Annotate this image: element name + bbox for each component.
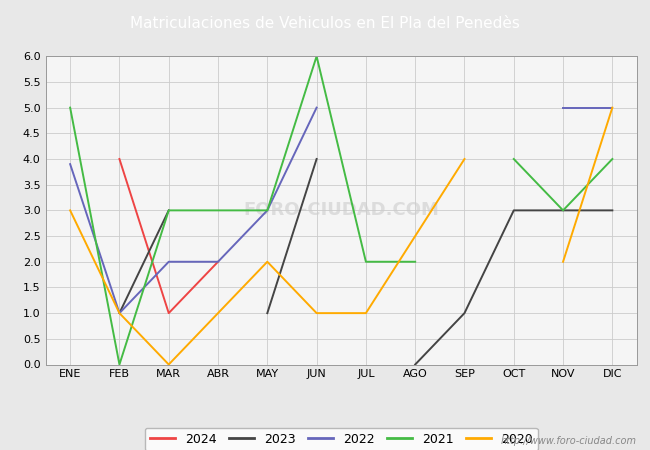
Text: FORO-CIUDAD.COM: FORO-CIUDAD.COM — [243, 202, 439, 220]
Text: Matriculaciones de Vehiculos en El Pla del Penedès: Matriculaciones de Vehiculos en El Pla d… — [130, 16, 520, 31]
Text: http://www.foro-ciudad.com: http://www.foro-ciudad.com — [501, 436, 637, 446]
Legend: 2024, 2023, 2022, 2021, 2020: 2024, 2023, 2022, 2021, 2020 — [144, 428, 538, 450]
